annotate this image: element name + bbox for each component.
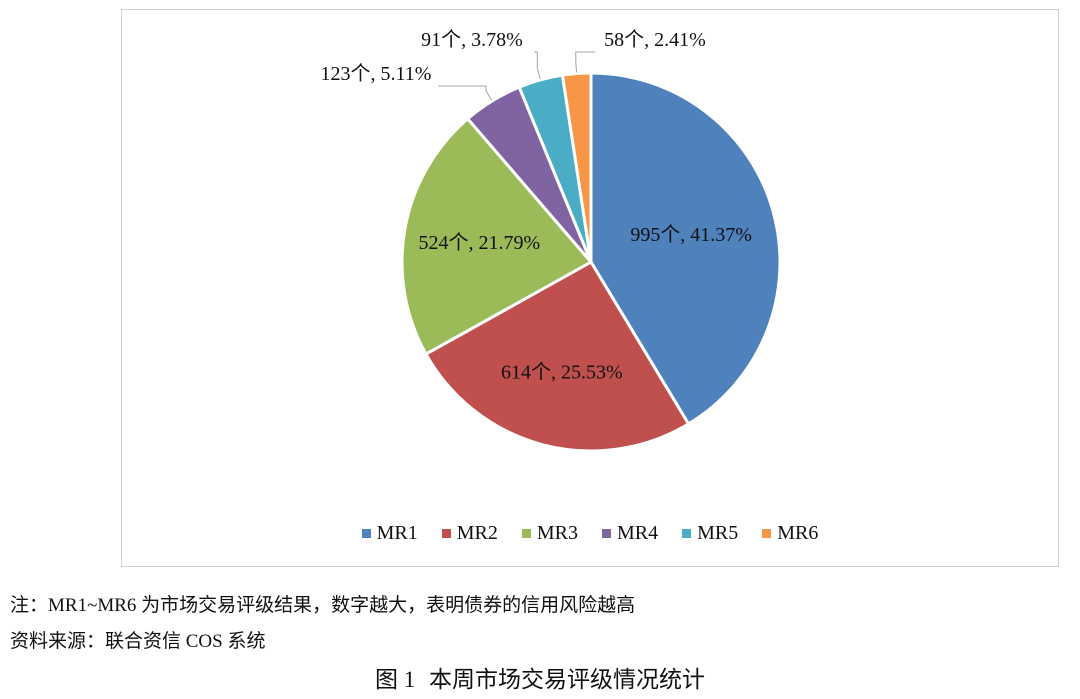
legend-label-mr4: MR4 xyxy=(617,522,659,544)
legend-item-mr2: MR2 xyxy=(441,522,498,545)
pie-slice-mr3 xyxy=(400,117,593,356)
data-label-mr3: 524个, 21.79% xyxy=(419,231,541,254)
data-label-mr1: 995个, 41.37% xyxy=(630,223,752,246)
chart-note: 注：MR1~MR6 为市场交易评级结果，数字越大，表明债券的信用风险越高 xyxy=(10,595,636,616)
legend-label-mr2: MR2 xyxy=(456,522,498,544)
figure-number: 图 1 xyxy=(375,667,416,692)
legend-item-mr4: MR4 xyxy=(602,522,658,545)
chart-legend: MR1 MR2 MR3 MR4 MR5 MR6 xyxy=(122,522,1058,545)
legend-swatch-mr2 xyxy=(441,529,451,538)
data-label-mr2: 614个, 25.53% xyxy=(501,361,623,384)
figure-title: 本周市场交易评级情况统计 xyxy=(429,667,705,692)
legend-label-mr1: MR1 xyxy=(376,522,418,544)
legend-swatch-mr5 xyxy=(682,529,692,538)
legend-label-mr5: MR5 xyxy=(697,522,739,544)
data-source-note: 资料来源：联合资信 COS 系统 xyxy=(10,631,266,652)
leader-line-mr6 xyxy=(575,51,595,73)
pie-chart: 995个, 41.37% 614个, 25.53% 524个, 21.79% 123个… xyxy=(321,28,782,453)
legend-item-mr6: MR6 xyxy=(762,522,818,545)
legend-swatch-mr3 xyxy=(521,529,531,538)
legend-item-mr1: MR1 xyxy=(361,522,418,545)
chart-frame: 995个, 41.37% 614个, 25.53% 524个, 21.79% 123个… xyxy=(121,9,1059,567)
legend-swatch-mr6 xyxy=(762,529,772,538)
data-label-mr4: 123个, 5.11% xyxy=(321,62,432,85)
data-label-mr6: 58个, 2.41% xyxy=(604,28,706,51)
legend-label-mr6: MR6 xyxy=(777,522,819,544)
legend-item-mr3: MR3 xyxy=(521,522,578,545)
legend-item-mr5: MR5 xyxy=(682,522,738,545)
leader-line-mr4 xyxy=(438,85,493,101)
legend-swatch-mr4 xyxy=(602,529,611,538)
legend-label-mr3: MR3 xyxy=(536,522,578,544)
legend-swatch-mr1 xyxy=(361,529,371,538)
figure-caption: 图 1 本周市场交易评级情况统计 xyxy=(0,660,1080,694)
pie-slice-mr2 xyxy=(424,260,691,453)
data-label-mr5: 91个, 3.78% xyxy=(421,28,523,51)
leader-line-mr5 xyxy=(534,51,541,80)
pie-slice-mr1 xyxy=(589,71,782,426)
pie-slice-mr6 xyxy=(560,71,593,264)
